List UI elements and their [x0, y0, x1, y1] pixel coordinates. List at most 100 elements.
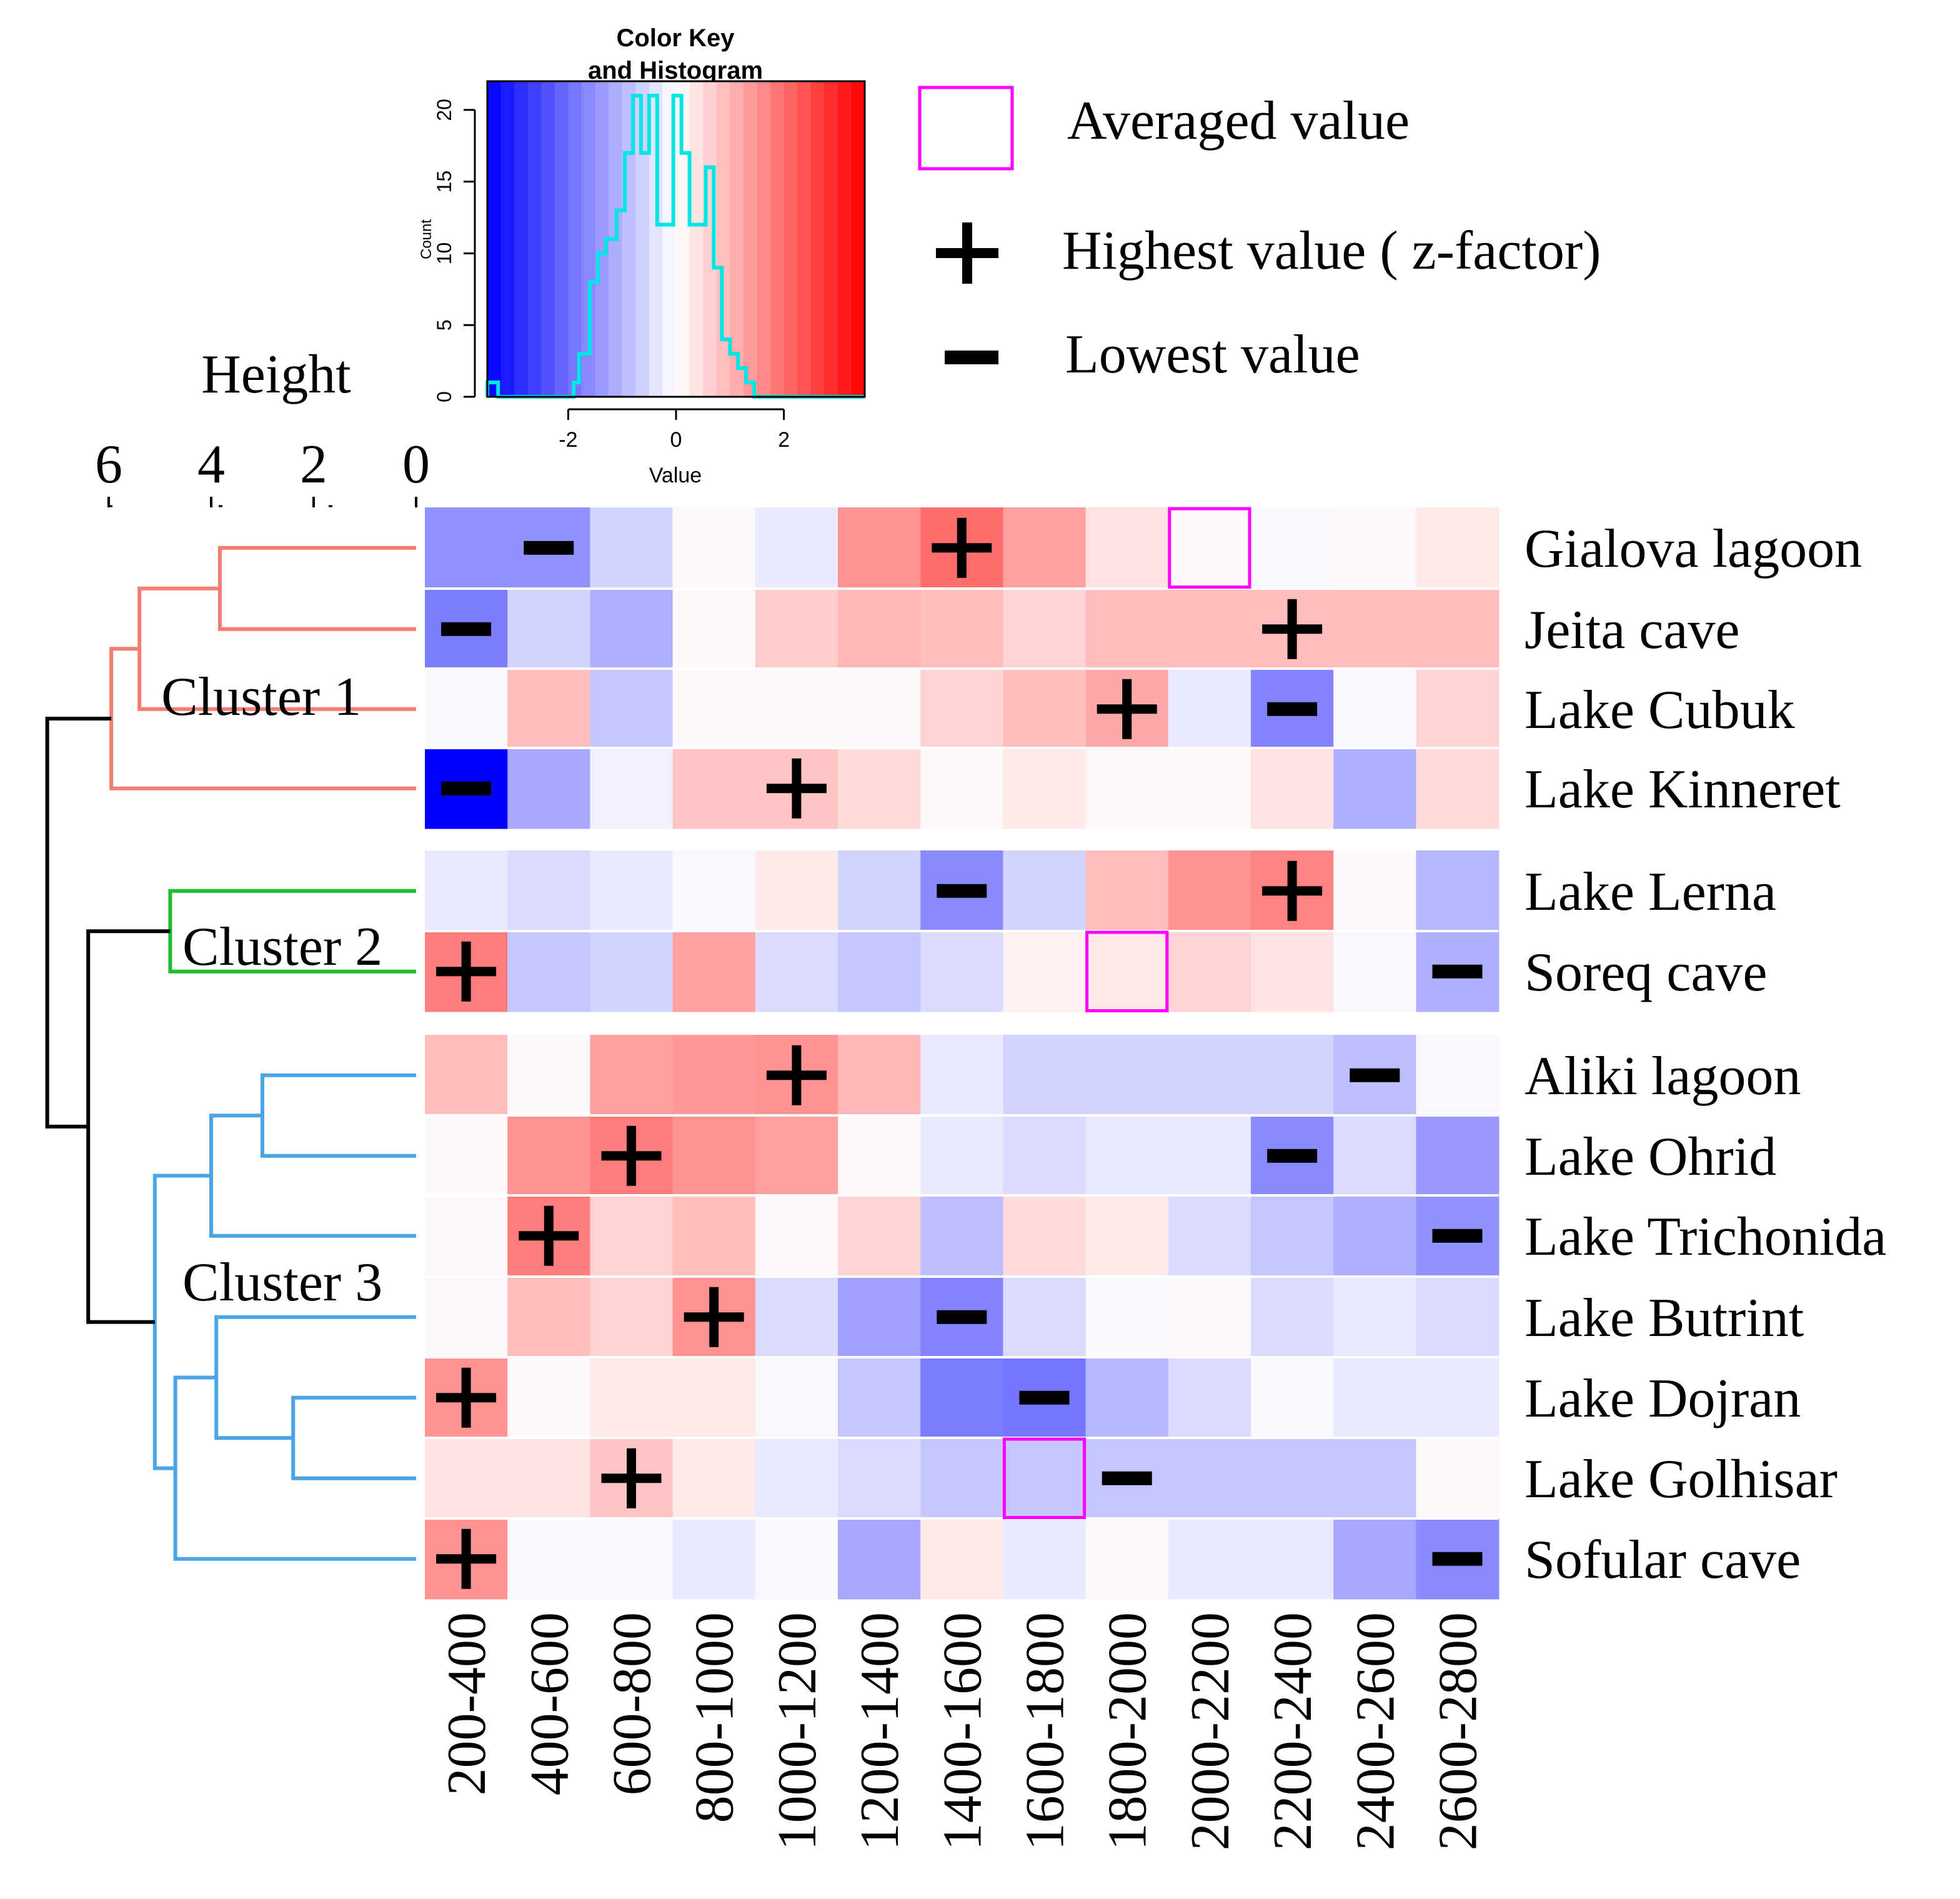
dendrogram-axis: Height 6 4 2 0: [95, 344, 430, 507]
heatmap-cell: [590, 1518, 674, 1600]
heatmap-cell: [1085, 1195, 1169, 1277]
heatmap-cell: [838, 931, 921, 1012]
color-key-band: [500, 81, 515, 397]
heatmap-cell: [672, 1438, 756, 1519]
heatmap-cell: [507, 1438, 591, 1519]
heatmap-cell: [1333, 669, 1417, 750]
color-key-band: [797, 81, 812, 397]
row-label: Gialova lagoon: [1525, 519, 1862, 579]
heatmap-cell: [672, 589, 756, 670]
heatmap-cell: [590, 507, 674, 589]
heatmap-cell: [1168, 1115, 1251, 1197]
lowest-minus-marker: [1267, 1149, 1318, 1163]
heatmap-cell: [425, 1277, 508, 1358]
color-key-frame: [486, 80, 866, 398]
heatmap-cell: [1003, 1438, 1087, 1519]
cluster-1-label: Cluster 1: [161, 667, 361, 727]
averaged-box-marker: [1168, 507, 1251, 589]
color-key-band: [514, 81, 529, 397]
color-key-band: [568, 81, 582, 397]
column-label: 2200-2400: [1263, 1612, 1323, 1850]
color-key-title-line2: and Histogram: [588, 57, 763, 84]
heatmap-cell: [1168, 850, 1251, 932]
heatmap-cell: [590, 1195, 674, 1277]
row-label: Soreq cave: [1525, 942, 1767, 1003]
column-label: 2400-2600: [1345, 1612, 1406, 1850]
heatmap-cell: [507, 1115, 591, 1197]
heatmap-cell: [425, 1115, 508, 1197]
row-label: Lake Dojran: [1525, 1368, 1801, 1429]
heatmap-cell: [1251, 1035, 1334, 1116]
column-labels: 200-400 400-600 600-800 800-1000 1000-1200 12…: [437, 1612, 1488, 1850]
heatmap-cell: [1416, 1035, 1500, 1116]
column-label: 1600-1800: [1015, 1612, 1076, 1850]
heatmap-cell: [1085, 850, 1169, 932]
color-key-band: [837, 81, 852, 397]
row-label: Lake Kinneret: [1525, 759, 1841, 820]
heatmap-cell: [838, 1195, 921, 1277]
color-key-band: [649, 81, 664, 397]
lowest-minus-marker: [1432, 1229, 1483, 1243]
heatmap-cell: [672, 748, 756, 829]
row-label: Lake Cubuk: [1525, 680, 1795, 740]
color-key-title-line1: Color Key: [617, 24, 735, 52]
heatmap-cell: [1168, 1518, 1251, 1600]
column-label: 200-400: [437, 1612, 497, 1795]
heatmap-cell: [1251, 931, 1334, 1012]
heatmap-cell: [1251, 1277, 1334, 1358]
lowest-minus-marker: [1350, 1068, 1400, 1082]
heatmap-cell: [755, 1518, 838, 1600]
heatmap-cell: [672, 850, 756, 932]
heatmap-cell: [838, 589, 921, 670]
heatmap-cell: [1333, 748, 1417, 829]
heatmap-cell: [1333, 589, 1417, 670]
lowest-minus-marker: [1267, 702, 1318, 716]
heatmap-cell: [755, 1277, 838, 1358]
heatmap-cell: [672, 1195, 756, 1277]
heatmap-cell: [1251, 1195, 1334, 1277]
heatmap-cell: [1003, 1115, 1087, 1197]
heatmap-cell: [590, 669, 674, 750]
heatmap-cell: [507, 1357, 591, 1438]
heatmap-cell: [1085, 1035, 1169, 1116]
heatmap-cell: [1003, 931, 1087, 1012]
heatmap-cell: [1416, 1438, 1500, 1519]
heatmap-cell: [590, 1357, 674, 1438]
heatmap-cell: [755, 931, 838, 1012]
heatmap-cell: [1003, 1518, 1087, 1600]
lowest-minus-marker: [524, 541, 574, 555]
averaged-box-marker: [1085, 930, 1169, 1012]
column-label: 1200-1400: [850, 1612, 910, 1850]
heatmap-cell: [1168, 1438, 1251, 1519]
heatmap-cell: [1416, 1115, 1500, 1197]
dendrogram-branch: [291, 1395, 416, 1480]
heatmap-cell: [1003, 1277, 1087, 1358]
heatmap-cell: [672, 1518, 756, 1600]
color-key-y-tick-label: 20: [433, 99, 455, 121]
heatmap-cell: [1085, 1277, 1169, 1358]
heatmap-cell: [1168, 669, 1251, 750]
column-label: 1400-1600: [932, 1612, 993, 1850]
heatmap-cell: [1085, 1115, 1169, 1197]
heatmap-cell: [1003, 589, 1087, 670]
color-key-band: [554, 81, 569, 397]
heatmap-cell: [838, 1277, 921, 1358]
heatmap-cell: [1333, 1357, 1417, 1438]
color-key-band: [595, 81, 609, 397]
column-label: 600-800: [602, 1612, 663, 1795]
heatmap-cell: [672, 669, 756, 750]
heatmap-cell: [838, 850, 921, 932]
color-key-x-tick-label: -2: [559, 428, 577, 452]
color-key-band: [851, 81, 865, 397]
heatmap-cell: [1333, 931, 1417, 1012]
lowest-minus-marker: [441, 622, 492, 636]
heatmap-cell: [1333, 1518, 1417, 1600]
heatmap-cell: [507, 931, 591, 1012]
heatmap-cell: [507, 669, 591, 750]
heatmap-cell: [1251, 507, 1334, 589]
heatmap-cell: [507, 1035, 591, 1116]
heatmap-cell: [1168, 1035, 1251, 1116]
color-key-band: [635, 81, 650, 397]
color-key-band: [689, 81, 704, 397]
